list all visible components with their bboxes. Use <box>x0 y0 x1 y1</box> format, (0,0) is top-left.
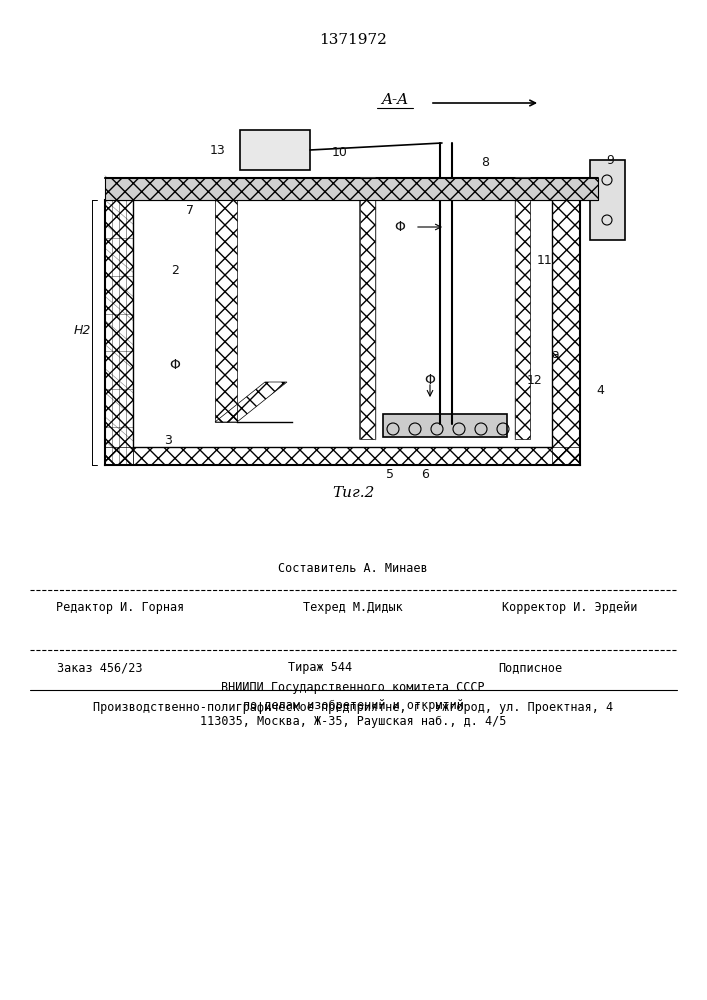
Text: 1371972: 1371972 <box>319 33 387 47</box>
Text: 9: 9 <box>606 153 614 166</box>
Text: 2: 2 <box>171 263 179 276</box>
Polygon shape <box>360 178 375 439</box>
Text: Составитель А. Минаев: Составитель А. Минаев <box>278 562 428 574</box>
Bar <box>383 414 507 437</box>
Text: Заказ 456/23: Заказ 456/23 <box>57 662 143 674</box>
Polygon shape <box>105 178 598 200</box>
Bar <box>590 160 625 240</box>
Text: Редактор И. Горная: Редактор И. Горная <box>56 601 184 614</box>
Text: Техред М.Дидык: Техред М.Дидык <box>303 601 403 614</box>
Text: 7: 7 <box>186 204 194 217</box>
Text: 12: 12 <box>527 373 543 386</box>
Text: 5: 5 <box>386 468 394 482</box>
Bar <box>240 130 310 170</box>
Text: по делам изобретений и открытий: по делам изобретений и открытий <box>243 698 463 712</box>
Text: 13: 13 <box>209 143 225 156</box>
Polygon shape <box>515 178 530 439</box>
Text: H2: H2 <box>74 324 90 336</box>
Polygon shape <box>105 200 133 465</box>
Text: Φ: Φ <box>425 373 436 387</box>
Text: Τиг.2: Τиг.2 <box>332 486 374 500</box>
Text: 4: 4 <box>596 383 604 396</box>
Polygon shape <box>215 200 237 422</box>
Text: 6: 6 <box>421 468 429 482</box>
Text: Корректор И. Эрдейи: Корректор И. Эрдейи <box>502 601 638 614</box>
Text: 3: 3 <box>164 434 172 446</box>
Text: 11: 11 <box>537 253 553 266</box>
Text: Φ: Φ <box>395 220 405 234</box>
Text: 10: 10 <box>332 145 348 158</box>
Text: a: a <box>551 349 559 361</box>
Text: 113035, Москва, Ж-35, Раушская наб., д. 4/5: 113035, Москва, Ж-35, Раушская наб., д. … <box>200 716 506 728</box>
Text: Тираж 544: Тираж 544 <box>288 662 352 674</box>
Text: 8: 8 <box>481 155 489 168</box>
Text: ВНИИПИ Государственного комитета СССР: ВНИИПИ Государственного комитета СССР <box>221 682 485 694</box>
Text: Подписное: Подписное <box>498 662 562 674</box>
Text: A-A: A-A <box>382 93 409 107</box>
Text: Производственно-полиграфическое предприятне, г. Ужгород, ул. Проектная, 4: Производственно-полиграфическое предприя… <box>93 702 613 714</box>
Text: Φ: Φ <box>170 358 180 372</box>
